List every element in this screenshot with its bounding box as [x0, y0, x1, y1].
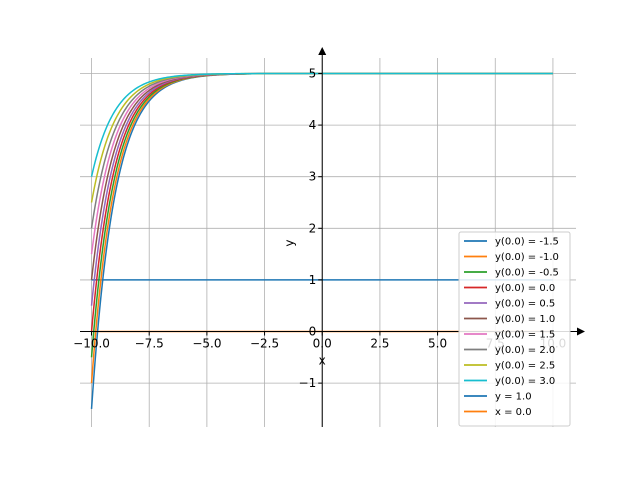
- x-tick-label: 5.0: [428, 337, 447, 351]
- x-axis-arrow: [577, 327, 585, 336]
- tick-labels: −10.0−7.5−5.0−2.50.02.55.07.510.0−101234…: [73, 66, 566, 390]
- y-tick-label: 3: [309, 170, 317, 184]
- legend: y(0.0) = -1.5 y(0.0) = -1.0 y(0.0) = -0.5 y…: [458, 231, 571, 427]
- x-tick-label: −7.5: [135, 337, 164, 351]
- legend-label: y(0.0) = 2.5: [495, 361, 555, 372]
- legend-label: y = 1.0: [495, 392, 532, 403]
- x-tick-label: 0.0: [313, 337, 332, 351]
- y-tick-label: 0: [309, 325, 317, 339]
- legend-label: y(0.0) = 3.0: [495, 376, 555, 387]
- y-axis-title: y: [283, 239, 297, 246]
- legend-label: y(0.0) = 2.0: [495, 345, 555, 356]
- legend-label: x = 0.0: [495, 407, 532, 418]
- y-tick-label: 2: [309, 221, 317, 235]
- x-tick-label: 2.5: [370, 337, 389, 351]
- legend-label: y(0.0) = 1.5: [495, 330, 555, 341]
- legend-label: y(0.0) = 0.5: [495, 299, 555, 310]
- x-axis-title: x: [319, 354, 326, 368]
- y-axis-arrow: [318, 47, 327, 55]
- x-tick-label: −2.5: [250, 337, 279, 351]
- legend-label: y(0.0) = 0.0: [495, 283, 555, 294]
- legend-label: y(0.0) = -1.0: [495, 252, 559, 263]
- x-tick-label: −5.0: [192, 337, 221, 351]
- y-tick-label: 5: [309, 66, 317, 80]
- y-tick-label: −1: [299, 376, 317, 390]
- x-tick-label: −10.0: [73, 337, 110, 351]
- legend-box: [458, 231, 571, 427]
- legend-label: y(0.0) = -0.5: [495, 268, 559, 279]
- y-tick-label: 4: [309, 118, 317, 132]
- legend-label: y(0.0) = -1.5: [495, 237, 559, 248]
- y-tick-label: 1: [309, 273, 317, 287]
- legend-label: y(0.0) = 1.0: [495, 314, 555, 325]
